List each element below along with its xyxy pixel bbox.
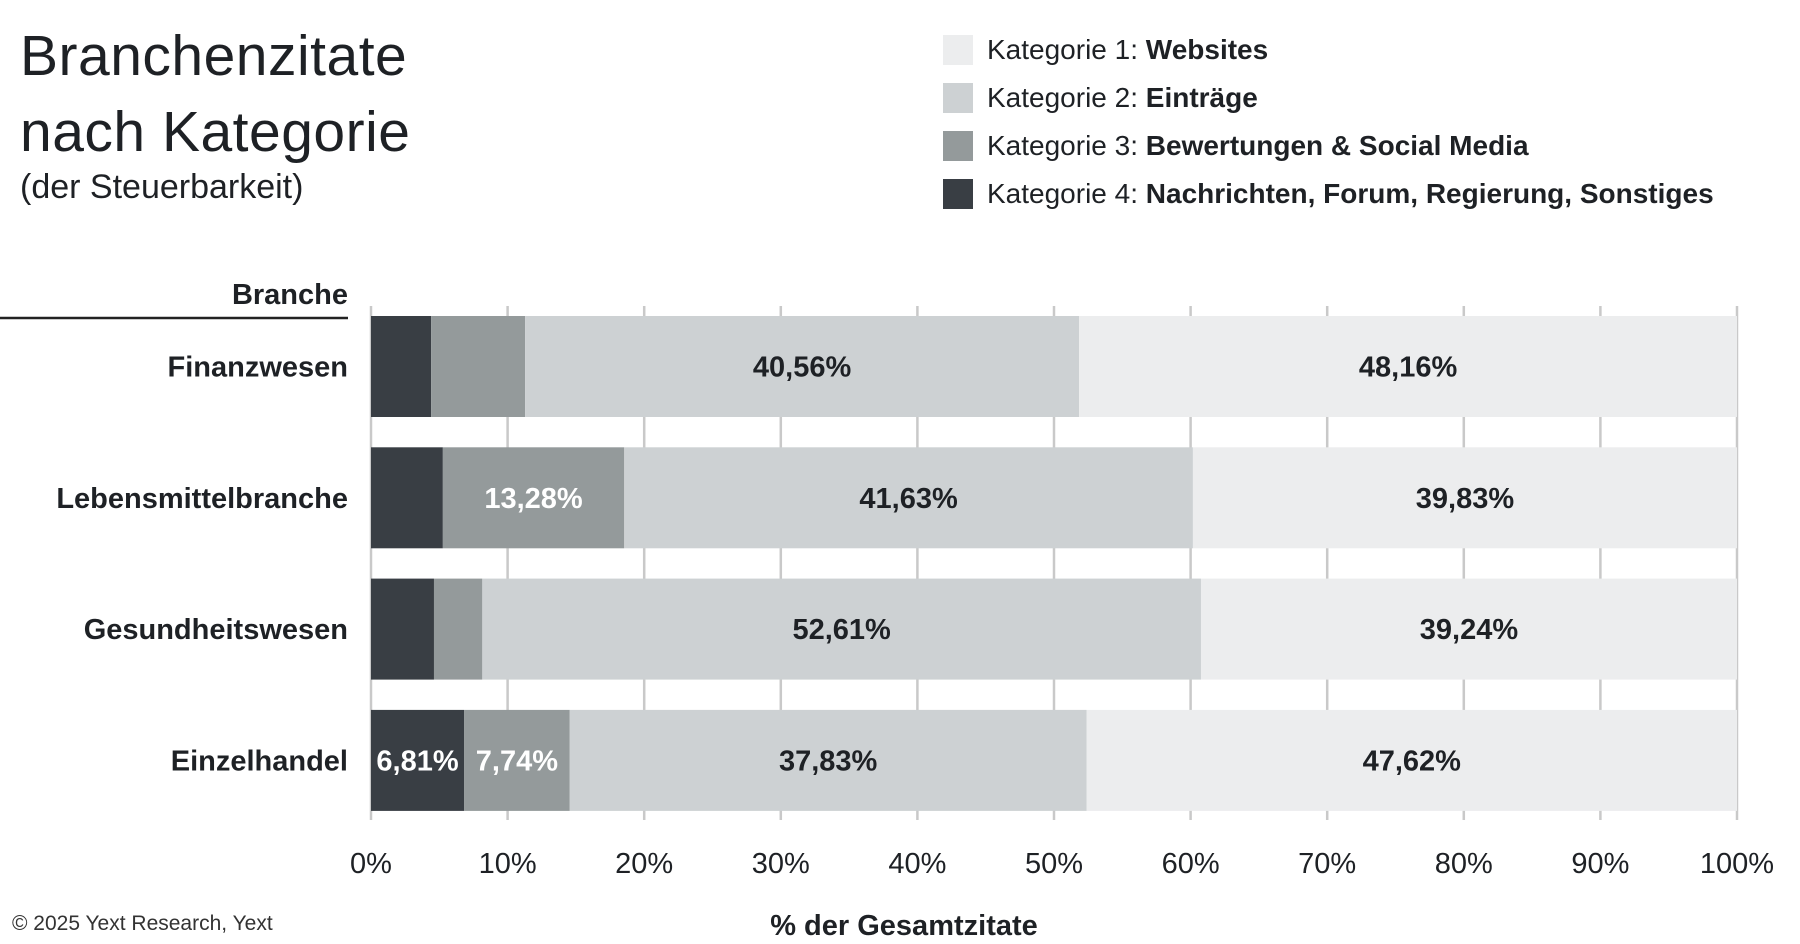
bar-segment <box>371 447 443 549</box>
chart-title: Branchenzitate nach Kategorie <box>20 18 410 170</box>
legend-swatch-cat3 <box>943 131 973 161</box>
x-tick-label: 30% <box>752 848 810 880</box>
legend-item-cat1: Kategorie 1: Websites <box>943 26 1714 74</box>
category-label: Finanzwesen <box>168 352 349 384</box>
data-label: 13,28% <box>484 483 583 515</box>
data-label: 52,61% <box>792 614 891 646</box>
data-label: 41,63% <box>859 483 958 515</box>
bar-segment <box>464 709 570 811</box>
x-tick-label: 60% <box>1162 848 1220 880</box>
axes: 0% 10% 20% 30% 40% 50% 60% 70% 80% 90% 100% Finanzw… <box>0 279 1774 942</box>
legend-swatch-cat1 <box>943 35 973 65</box>
bar-segment <box>371 709 465 811</box>
data-labels: 40,56% 48,16% 13,28% 41,63% 39,83% 52,61% 39,2… <box>376 352 1518 778</box>
data-label: 47,62% <box>1363 745 1462 777</box>
legend-swatch-cat4 <box>943 179 973 209</box>
legend-item-cat4: Kategorie 4: Nachrichten, Forum, Regieru… <box>943 170 1714 218</box>
chart-title-line1: Branchenzitate <box>20 24 408 88</box>
bar-segment <box>1079 316 1737 417</box>
legend-label-cat2: Einträge <box>1145 82 1258 113</box>
data-label: 39,24% <box>1420 614 1519 646</box>
bar-segment <box>431 316 526 417</box>
x-tick-label: 70% <box>1298 848 1356 880</box>
legend-label-cat1: Websites <box>1145 34 1269 65</box>
data-label: 7,74% <box>476 745 558 777</box>
legend-item-cat2: Kategorie 2: Einträge <box>943 74 1714 122</box>
x-tick-label: 20% <box>615 848 673 880</box>
bar-segment <box>624 447 1193 549</box>
x-tick-label: 80% <box>1435 848 1493 880</box>
data-label: 48,16% <box>1359 352 1458 384</box>
x-tick-label: 90% <box>1571 848 1629 880</box>
chart-title-line2: nach Kategorie <box>20 100 411 164</box>
bar-segment <box>371 316 432 417</box>
bar-segment <box>442 447 625 549</box>
chart-subtitle: (der Steuerbarkeit) <box>20 168 304 206</box>
bar-segment <box>1200 578 1737 680</box>
bar-segment <box>1086 709 1737 811</box>
data-label: 39,83% <box>1416 483 1515 515</box>
bars <box>371 316 1737 811</box>
bar-segment <box>433 578 483 680</box>
x-axis-title: % der Gesamtzitate <box>770 910 1038 942</box>
legend-swatch-cat2 <box>943 83 973 113</box>
bar-segment <box>1192 447 1737 549</box>
legend: Kategorie 1: Websites Kategorie 2: Eintr… <box>943 26 1714 218</box>
category-label: Einzelhandel <box>171 745 348 777</box>
category-label: Gesundheitswesen <box>84 614 348 646</box>
bar-segment <box>525 316 1080 417</box>
copyright-footer: © 2025 Yext Research, Yext <box>12 912 273 935</box>
data-label: 6,81% <box>376 745 458 777</box>
x-tick-label: 10% <box>479 848 537 880</box>
data-label: 40,56% <box>753 352 852 384</box>
data-label: 37,83% <box>779 745 878 777</box>
legend-prefix-cat2: Kategorie 2: <box>987 82 1146 113</box>
x-tick-label: 40% <box>888 848 946 880</box>
bar-segment <box>371 578 434 680</box>
legend-prefix-cat3: Kategorie 3: <box>987 130 1146 161</box>
legend-label-cat3: Bewertungen & Social Media <box>1145 130 1529 161</box>
y-axis-title: Branche <box>232 279 348 311</box>
legend-item-cat3: Kategorie 3: Bewertungen & Social Media <box>943 122 1714 170</box>
bar-segment <box>569 709 1087 811</box>
legend-prefix-cat4: Kategorie 4: <box>987 178 1146 209</box>
bar-segment <box>482 578 1201 680</box>
x-tick-label: 50% <box>1025 848 1083 880</box>
x-tick-label: 100% <box>1700 848 1774 880</box>
x-tick-label: 0% <box>350 848 392 880</box>
legend-prefix-cat1: Kategorie 1: <box>987 34 1146 65</box>
legend-label-cat4: Nachrichten, Forum, Regierung, Sonstiges <box>1145 178 1714 209</box>
category-label: Lebensmittelbranche <box>56 483 348 515</box>
